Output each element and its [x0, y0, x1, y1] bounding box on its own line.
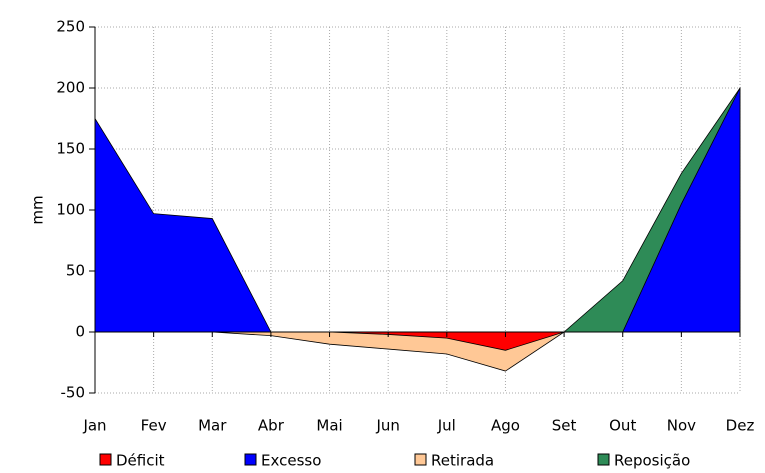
x-tick-label: Jun	[375, 417, 399, 435]
legend-swatch	[244, 453, 257, 466]
x-tick-label: Out	[609, 417, 636, 435]
y-tick-label: 150	[56, 140, 85, 158]
legend-swatch	[597, 453, 610, 466]
x-tick-label: Mar	[198, 417, 227, 435]
x-tick-label: Fev	[141, 417, 167, 435]
legend-label: Reposição	[614, 452, 690, 470]
x-tick-label: Set	[552, 417, 577, 435]
x-tick-label: Jan	[82, 417, 106, 435]
legend-swatch	[414, 453, 427, 466]
legend-label: Excesso	[261, 452, 321, 470]
x-tick-label: Nov	[667, 417, 696, 435]
x-tick-label: Ago	[491, 417, 520, 435]
x-tick-label: Dez	[726, 417, 755, 435]
legend-label: Retirada	[431, 452, 494, 470]
x-tick-label: Mai	[316, 417, 342, 435]
area	[95, 331, 740, 372]
y-tick-label: 200	[56, 79, 85, 97]
x-tick-label: Jul	[437, 417, 456, 435]
y-tick-label: 100	[56, 201, 85, 219]
y-tick-label: -50	[61, 384, 86, 402]
y-tick-label: 0	[75, 323, 85, 341]
y-tick-label: 50	[66, 262, 85, 280]
y-tick-label: 250	[56, 18, 85, 36]
y-axis-label: mm	[29, 195, 47, 224]
legend-label: Déficit	[116, 452, 165, 470]
x-tick-label: Abr	[258, 417, 285, 435]
legend-swatch	[99, 453, 112, 466]
